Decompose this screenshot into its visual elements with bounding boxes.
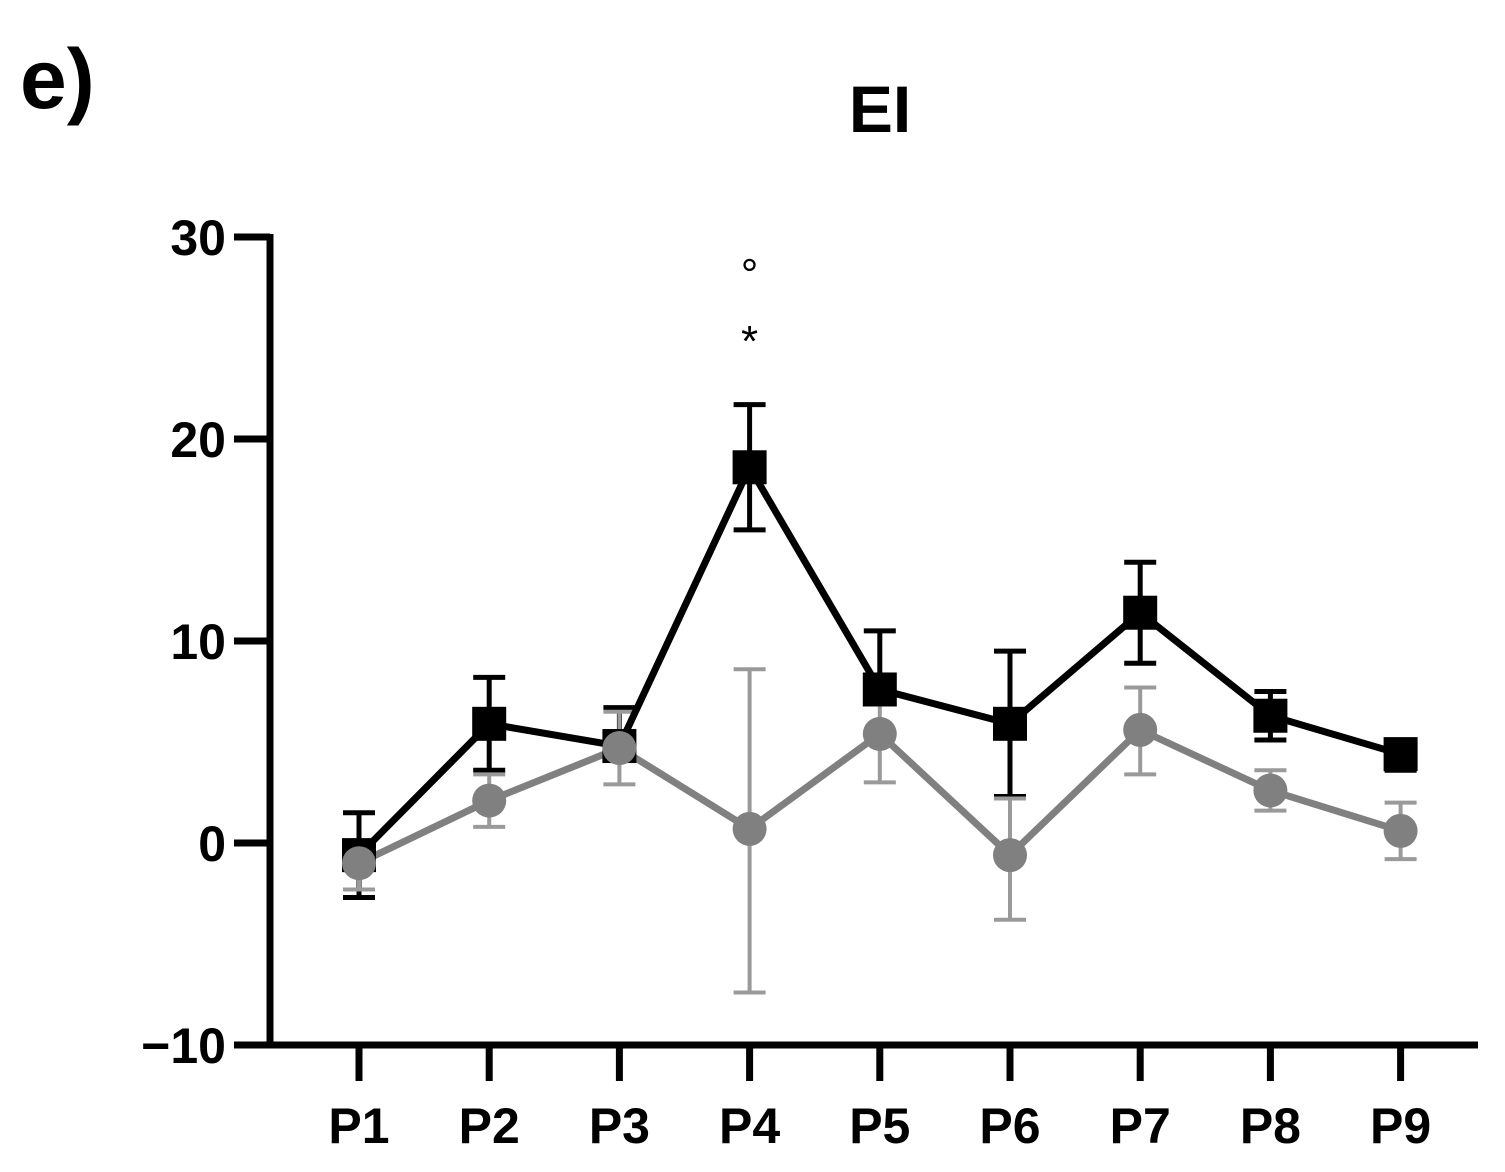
data-point-square <box>1383 737 1418 772</box>
data-point-square <box>1253 698 1288 733</box>
data-point-circle <box>1383 813 1418 848</box>
x-tick-label: P8 <box>1240 1098 1301 1154</box>
data-point-square <box>732 450 767 485</box>
data-point-circle <box>472 783 507 818</box>
data-point-circle <box>732 811 767 846</box>
significance-degree: ° <box>741 250 759 299</box>
x-tick-label: P1 <box>328 1098 389 1154</box>
data-point-circle <box>993 838 1027 873</box>
x-tick-label: P6 <box>979 1098 1040 1154</box>
data-point-square <box>993 706 1027 741</box>
data-point-square <box>862 672 897 707</box>
data-point-circle <box>1253 773 1288 808</box>
panel-label: e) <box>20 32 95 126</box>
x-tick-label: P3 <box>589 1098 650 1154</box>
data-point-circle <box>1123 712 1158 747</box>
x-tick-label: P7 <box>1110 1098 1171 1154</box>
data-point-square <box>1123 595 1158 630</box>
annotations: *° <box>741 250 759 366</box>
x-tick-label: P2 <box>459 1098 520 1154</box>
x-tick-label: P9 <box>1370 1098 1431 1154</box>
significance-asterisk: * <box>741 317 758 366</box>
y-tick-label: 10 <box>170 614 226 670</box>
data-point-circle <box>342 846 376 881</box>
data-point-circle <box>602 731 637 766</box>
chart-title: EI <box>849 72 911 146</box>
data-point-circle <box>862 716 897 751</box>
y-tick-label: 30 <box>170 210 226 266</box>
data-point-square <box>472 706 507 741</box>
y-tick-label: 0 <box>198 816 226 872</box>
x-tick-label: P4 <box>719 1098 780 1154</box>
y-tick-label: −10 <box>141 1018 226 1074</box>
axes: −10 0 10 20 30 P1 P2 P3 P4 P5 P6 P7 P8 P9 <box>141 210 1478 1154</box>
markers <box>342 450 1418 881</box>
x-tick-label: P5 <box>849 1098 910 1154</box>
y-tick-label: 20 <box>170 412 226 468</box>
